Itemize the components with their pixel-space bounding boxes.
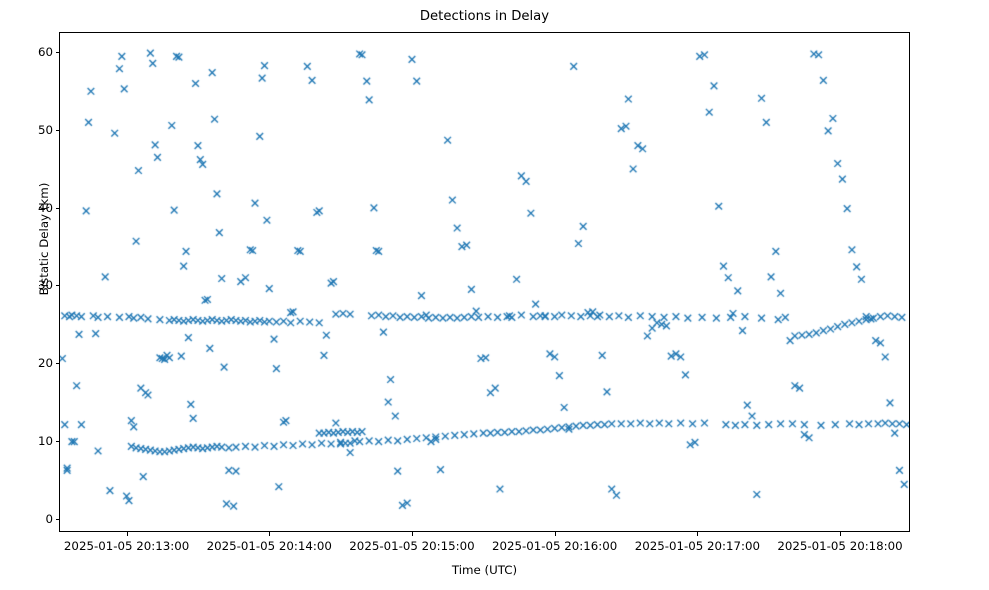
y-tick-label: 30 xyxy=(37,278,53,293)
y-tick-label: 60 xyxy=(37,45,53,60)
y-tick-label: 40 xyxy=(37,200,53,215)
scatter-points-layer xyxy=(60,33,909,531)
x-tick-mark xyxy=(840,532,842,536)
y-tick-label: 10 xyxy=(37,433,53,448)
x-tick-label: 2025-01-05 20:18:00 xyxy=(777,539,903,553)
x-tick-mark xyxy=(554,532,556,536)
x-axis-label: Time (UTC) xyxy=(451,563,518,577)
x-tick-label: 2025-01-05 20:17:00 xyxy=(634,539,760,553)
y-tick-label: 50 xyxy=(37,123,53,138)
y-tick-label: 20 xyxy=(37,356,53,371)
y-tick-mark xyxy=(55,207,59,209)
y-tick-mark xyxy=(55,130,59,132)
y-tick-mark xyxy=(55,285,59,287)
chart-title: Detections in Delay xyxy=(419,9,550,24)
y-axis-label: Bistatic Delay (km) xyxy=(37,182,51,296)
x-tick-label: 2025-01-05 20:16:00 xyxy=(491,539,618,553)
y-tick-label: 0 xyxy=(45,511,53,526)
x-tick-mark xyxy=(411,532,413,536)
scatter-plot-area xyxy=(59,32,910,532)
x-tick-mark xyxy=(269,532,271,536)
x-tick-label: 2025-01-05 20:13:00 xyxy=(63,539,190,553)
y-tick-mark xyxy=(55,52,59,54)
y-tick-mark xyxy=(55,363,59,365)
y-tick-mark xyxy=(55,440,59,442)
x-tick-mark xyxy=(126,532,128,536)
x-tick-label: 2025-01-05 20:15:00 xyxy=(349,539,475,553)
x-tick-mark xyxy=(697,532,699,536)
y-tick-mark xyxy=(55,518,59,520)
x-tick-label: 2025-01-05 20:14:00 xyxy=(206,539,332,553)
